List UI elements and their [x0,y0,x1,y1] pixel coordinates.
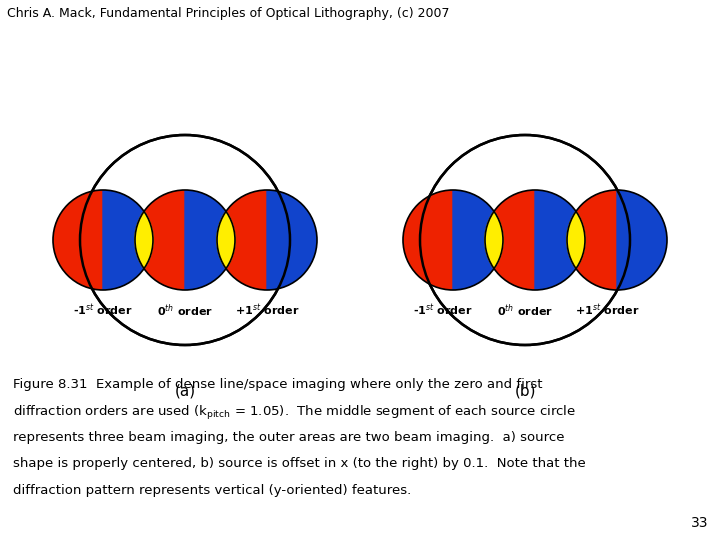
Polygon shape [217,211,235,268]
Text: Chris A. Mack, Fundamental Principles of Optical Lithography, (c) 2007: Chris A. Mack, Fundamental Principles of… [7,7,449,20]
Text: 33: 33 [690,516,708,530]
Polygon shape [403,190,453,290]
Polygon shape [485,211,503,268]
Text: (b): (b) [514,383,536,398]
Polygon shape [103,190,153,290]
Text: diffraction orders are used (k$_{\rm pitch}$ = 1.05).  The middle segment of eac: diffraction orders are used (k$_{\rm pit… [13,404,576,422]
Polygon shape [53,190,103,290]
Circle shape [80,135,290,345]
Polygon shape [135,211,153,268]
Polygon shape [567,211,585,268]
Text: -1$^{st}$ order: -1$^{st}$ order [413,302,473,318]
Polygon shape [135,190,185,290]
Text: +1$^{st}$ order: +1$^{st}$ order [575,302,639,318]
Text: +1$^{st}$ order: +1$^{st}$ order [235,302,300,318]
Text: -1$^{st}$ order: -1$^{st}$ order [73,302,133,318]
Polygon shape [217,190,267,290]
Circle shape [420,135,630,345]
Polygon shape [185,190,235,290]
Polygon shape [485,190,535,290]
Text: 0$^{th}$ order: 0$^{th}$ order [497,302,553,319]
Text: shape is properly centered, b) source is offset in x (to the right) by 0.1.  Not: shape is properly centered, b) source is… [13,457,586,470]
Polygon shape [453,190,503,290]
Text: 0$^{th}$ order: 0$^{th}$ order [157,302,213,319]
Text: Figure 8.31  Example of dense line/space imaging where only the zero and first: Figure 8.31 Example of dense line/space … [13,378,542,391]
Text: diffraction pattern represents vertical (y-oriented) features.: diffraction pattern represents vertical … [13,484,411,497]
Text: (a): (a) [174,383,196,398]
Polygon shape [535,190,585,290]
Polygon shape [267,190,317,290]
Text: represents three beam imaging, the outer areas are two beam imaging.  a) source: represents three beam imaging, the outer… [13,431,564,444]
Polygon shape [567,190,617,290]
Polygon shape [617,190,667,290]
